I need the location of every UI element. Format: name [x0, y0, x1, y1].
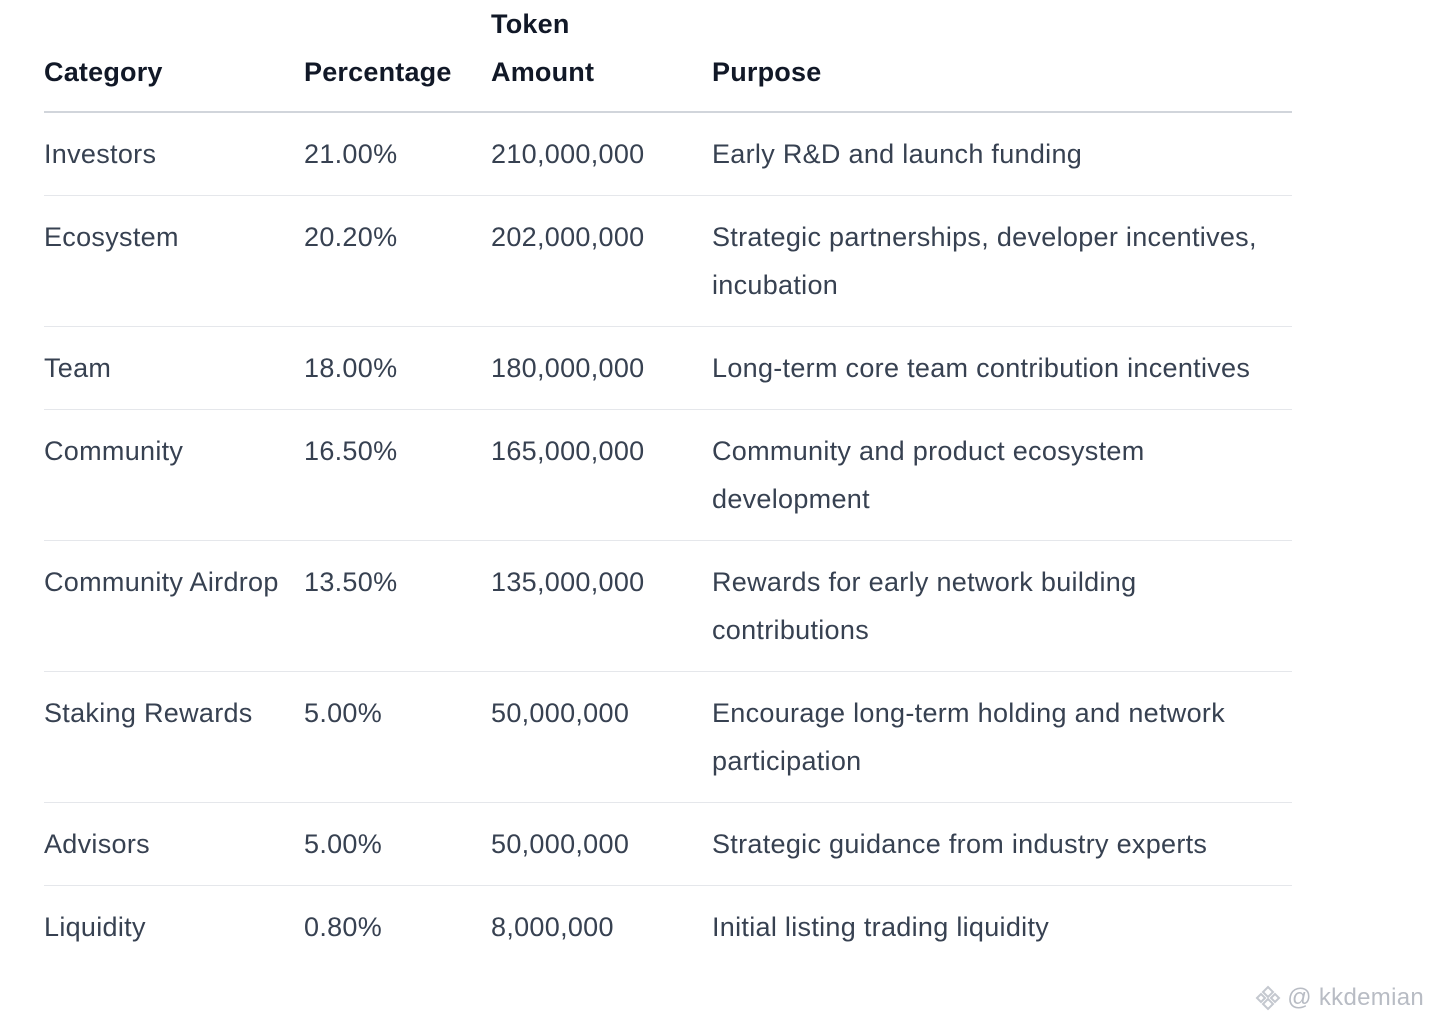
table-header-row: Category Percentage Token Amount Purpose [44, 0, 1292, 113]
cell-purpose: Encourage long-term holding and network … [712, 671, 1292, 803]
cell-token-amount: 165,000,000 [491, 409, 712, 541]
cell-token-amount: 180,000,000 [491, 326, 712, 410]
token-allocation-table: Category Percentage Token Amount Purpose… [44, 0, 1292, 968]
cell-purpose: Strategic partnerships, developer incent… [712, 195, 1292, 327]
header-category: Category [44, 0, 304, 113]
cell-percentage: 21.00% [304, 112, 491, 196]
cell-purpose: Strategic guidance from industry experts [712, 802, 1292, 886]
table-row: Staking Rewards 5.00% 50,000,000 Encourage … [44, 671, 1292, 803]
cell-category: Advisors [44, 802, 304, 886]
cell-token-amount: 202,000,000 [491, 195, 712, 327]
cell-token-amount: 50,000,000 [491, 802, 712, 886]
cell-percentage: 13.50% [304, 540, 491, 672]
cell-token-amount: 50,000,000 [491, 671, 712, 803]
header-purpose: Purpose [712, 0, 1292, 113]
header-percentage: Percentage [304, 0, 491, 113]
table-row: Community 16.50% 165,000,000 Community and … [44, 409, 1292, 541]
table-row: Ecosystem 20.20% 202,000,000 Strategic part… [44, 195, 1292, 327]
cell-percentage: 16.50% [304, 409, 491, 541]
cell-category: Ecosystem [44, 195, 304, 327]
cell-purpose: Initial listing trading liquidity [712, 912, 1050, 942]
cell-percentage: 5.00% [304, 802, 491, 886]
table-row: Community Airdrop 13.50% 135,000,000 Reward… [44, 540, 1292, 672]
cell-purpose: Community and product ecosystem developm… [712, 409, 1292, 541]
table-row: Liquidity 0.80% 8,000,000 Initial listing t… [44, 886, 1292, 969]
cell-purpose: Rewards for early network building contr… [712, 540, 1292, 672]
cell-category: Community Airdrop [44, 540, 304, 672]
cell-purpose: Long-term core team contribution incenti… [712, 326, 1292, 410]
cell-token-amount: 8,000,000 [491, 912, 614, 942]
watermark: @ kkdemian [1255, 984, 1424, 1012]
cell-percentage: 18.00% [304, 326, 491, 410]
cell-percentage: 5.00% [304, 671, 491, 803]
cell-token-amount: 210,000,000 [491, 112, 712, 196]
header-token-amount: Token Amount [491, 0, 712, 113]
cell-percentage: 0.80% [304, 912, 383, 942]
cell-purpose: Early R&D and launch funding [712, 112, 1292, 196]
cell-category: Staking Rewards [44, 671, 304, 803]
cell-percentage: 20.20% [304, 195, 491, 327]
cell-category: Investors [44, 112, 304, 196]
watermark-text: @ kkdemian [1287, 984, 1424, 1011]
table-row: Investors 21.00% 210,000,000 Early R&D and … [44, 112, 1292, 196]
cell-token-amount: 135,000,000 [491, 540, 712, 672]
cell-category: Team [44, 326, 304, 410]
binance-logo-icon [1255, 985, 1281, 1011]
cell-category: Community [44, 409, 304, 541]
table-row: Advisors 5.00% 50,000,000 Strategic guidanc… [44, 802, 1292, 886]
table-row: Team 18.00% 180,000,000 Long-term core team… [44, 326, 1292, 410]
cell-category: Liquidity [44, 912, 146, 942]
